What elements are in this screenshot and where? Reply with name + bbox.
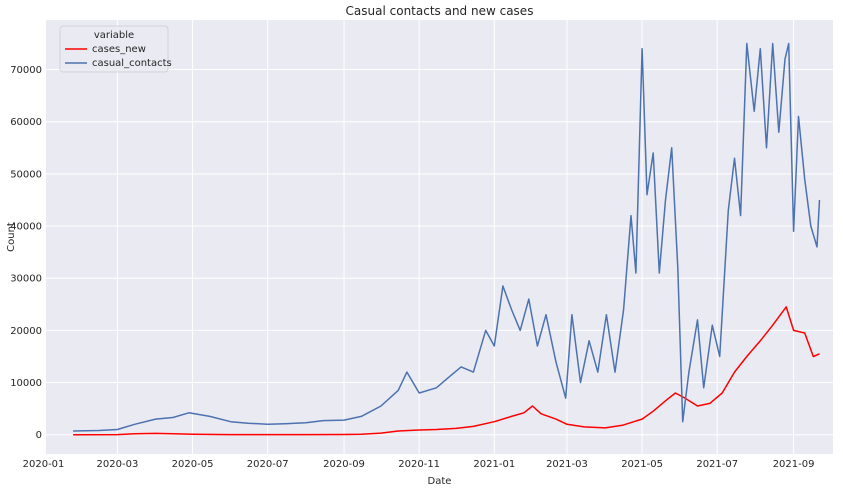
legend-label-cases-new: cases_new [92, 44, 146, 55]
legend-label-casual-contacts: casual_contacts [92, 58, 172, 69]
series-line-cases-new [73, 306, 820, 436]
legend-title: variable [94, 30, 134, 41]
plot-area [46, 20, 833, 454]
x-tick-label: 2021-01 [473, 459, 515, 470]
x-tick-label: 2021-07 [696, 459, 738, 470]
x-tick-label: 2020-07 [247, 459, 289, 470]
x-tick-label: 2020-09 [323, 459, 365, 470]
series-lines [73, 42, 821, 436]
y-ticks: 0 10000 20000 30000 40000 50000 60000 70000 [10, 65, 42, 441]
x-tick-label: 2020-01 [23, 459, 65, 470]
y-tick-label: 30000 [10, 274, 42, 285]
x-tick-label: 2020-03 [97, 459, 139, 470]
legend-box [59, 25, 169, 73]
x-tick-label: 2021-05 [621, 459, 663, 470]
x-tick-label: 2020-11 [398, 459, 440, 470]
x-tick-label: 2021-09 [773, 459, 815, 470]
x-tick-label: 2021-03 [546, 459, 588, 470]
y-tick-label: 0 [36, 430, 42, 441]
grid [43, 20, 833, 454]
x-axis-label: Date [428, 476, 452, 487]
series-line-casual-contacts [73, 42, 821, 432]
y-tick-label: 60000 [10, 117, 42, 128]
y-tick-label: 10000 [10, 378, 42, 389]
x-ticks: 2020-01 2020-03 2020-05 2020-07 2020-09 2020-… [23, 459, 815, 470]
legend: variable cases_new casual_contacts [59, 25, 172, 73]
y-tick-label: 20000 [10, 326, 42, 337]
y-tick-label: 50000 [10, 169, 42, 180]
chart-title: Casual contacts and new cases [346, 4, 534, 18]
y-tick-label: 40000 [10, 222, 42, 233]
x-tick-label: 2020-05 [172, 459, 214, 470]
y-tick-label: 70000 [10, 65, 42, 76]
y-axis-label: Count [6, 222, 17, 252]
